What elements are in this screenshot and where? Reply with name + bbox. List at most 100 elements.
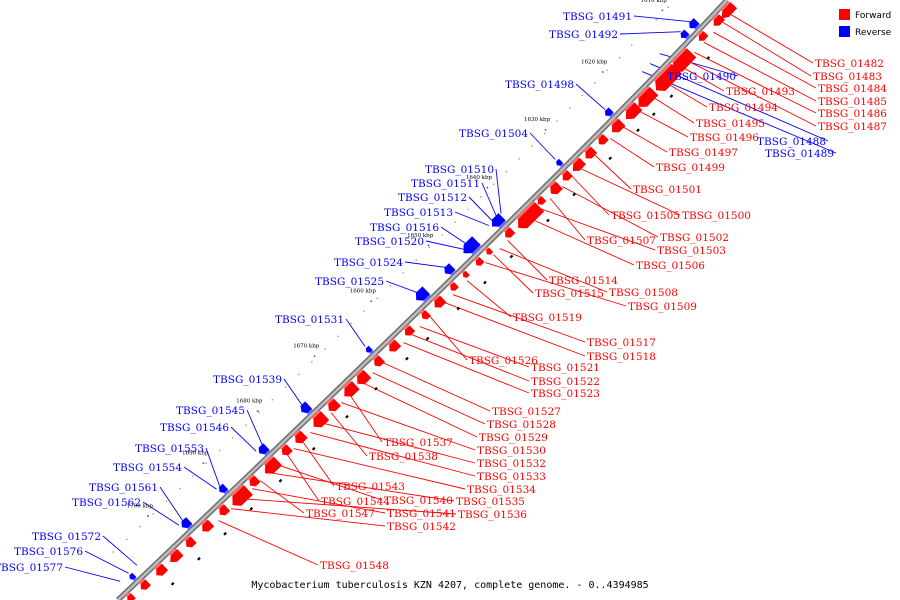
forward-gene-0 — [719, 2, 738, 19]
forward-gene-33-face — [232, 485, 253, 506]
forward-label-tbsg_01522-leader — [411, 334, 530, 382]
forward-gene-39-face — [140, 579, 151, 590]
reverse-label-tbsg_01553: TBSG_01553 — [135, 443, 204, 455]
forward-gene-36-top — [182, 536, 191, 541]
forward-label-tbsg_01493-leader — [680, 65, 725, 92]
forward-label-tbsg_01532-leader — [320, 422, 476, 464]
scale-dot-4 — [643, 31, 645, 34]
forward-label-tbsg_01482: TBSG_01482 — [815, 58, 884, 70]
forward-gene-25-face — [357, 370, 372, 385]
forward-gene-19 — [447, 281, 459, 291]
forward-label-tbsg_01547: TBSG_01547 — [306, 508, 375, 520]
label-leader-lines — [64, 13, 837, 582]
scale-tick-label-3: 1640 kbp — [466, 175, 493, 181]
reverse-label-tbsg_01576: TBSG_01576 — [14, 546, 83, 558]
reverse-label-tbsg_01491: TBSG_01491 — [563, 11, 632, 23]
forward-label-tbsg_01507: TBSG_01507 — [587, 235, 656, 247]
forward-gene-11-top — [559, 170, 568, 175]
reverse-gene-10-face — [258, 443, 270, 455]
reverse-gene-2-top — [609, 112, 614, 120]
scale-dot-5 — [631, 44, 633, 46]
scale-tick-4 — [427, 244, 430, 247]
scale-tick-label-5: 1660 kbp — [350, 289, 377, 295]
reverse-gene-1-top — [685, 34, 690, 42]
reverse-label-tbsg_01488-leader — [649, 63, 829, 142]
reverse-label-tbsg_01572: TBSG_01572 — [32, 531, 101, 543]
reverse-label-tbsg_01504-leader — [529, 132, 556, 160]
reverse-label-tbsg_01489: TBSG_01489 — [765, 148, 834, 160]
scale-dot-41 — [165, 500, 168, 503]
scale-tick-7 — [256, 410, 259, 413]
scale-dot-36 — [231, 436, 234, 439]
scale-dot-6 — [618, 56, 621, 59]
scale-tick-label-2: 1630 kbp — [524, 117, 551, 123]
reverse-label-tbsg_01513: TBSG_01513 — [384, 207, 453, 219]
forward-label-tbsg_01499: TBSG_01499 — [656, 162, 725, 174]
forward-label-tbsg_01541-leader — [251, 488, 386, 514]
forward-gene-24 — [371, 355, 385, 367]
feature-dash-9 — [456, 306, 461, 311]
reverse-label-tbsg_01491-leader — [633, 15, 691, 23]
forward-gene-3 — [670, 48, 697, 72]
forward-label-tbsg_01523-leader — [403, 342, 530, 394]
forward-gene-9-top — [582, 146, 591, 153]
forward-gene-29-top — [292, 430, 301, 437]
reverse-gene-7-face — [415, 286, 431, 301]
reverse-gene-0-top — [695, 23, 700, 32]
forward-gene-15 — [502, 227, 516, 238]
forward-label-tbsg_01548-leader — [218, 520, 319, 566]
reverse-label-tbsg_01489-leader — [642, 71, 837, 154]
reverse-label-tbsg_01516-leader — [440, 226, 469, 246]
reverse-gene-3 — [556, 158, 564, 169]
scale-dot-15 — [505, 170, 508, 173]
forward-gene-22-top — [401, 325, 410, 330]
forward-label-tbsg_01533-leader — [310, 432, 476, 477]
scale-dot-37 — [218, 449, 221, 452]
scale-dot-8 — [593, 82, 596, 84]
legend-forward-swatch — [839, 9, 850, 20]
forward-gene-2-face — [698, 31, 709, 41]
forward-label-tbsg_01505: TBSG_01505 — [611, 210, 680, 222]
scale-dot-2 — [667, 6, 669, 9]
scale-dot-22 — [415, 259, 418, 262]
forward-gene-6 — [623, 102, 643, 120]
forward-label-tbsg_01530: TBSG_01530 — [477, 445, 546, 457]
forward-gene-10 — [570, 157, 586, 171]
forward-label-tbsg_01543-leader — [301, 440, 335, 487]
reverse-label-tbsg_01554: TBSG_01554 — [113, 462, 182, 474]
forward-gene-31 — [262, 456, 283, 474]
reverse-label-tbsg_01561: TBSG_01561 — [89, 482, 158, 494]
reverse-label-tbsg_01492-leader — [619, 31, 681, 35]
scale-dot-13 — [531, 145, 533, 147]
forward-gene-13-top — [534, 195, 542, 200]
forward-gene-16 — [483, 247, 494, 255]
forward-label-tbsg_01538: TBSG_01538 — [369, 451, 438, 463]
forward-gene-18-top — [459, 270, 466, 274]
forward-gene-39 — [137, 579, 151, 590]
reverse-gene-13-top — [133, 577, 137, 583]
forward-gene-25 — [354, 369, 372, 385]
reverse-label-tbsg_01546: TBSG_01546 — [160, 422, 229, 434]
scale-dot-29 — [324, 348, 326, 350]
scale-dot-3 — [655, 19, 657, 21]
forward-gene-17 — [472, 256, 485, 266]
scale-tick-5 — [370, 300, 373, 303]
forward-label-tbsg_01521-leader — [419, 326, 530, 368]
scale-tick-3 — [486, 186, 489, 189]
forward-gene-33 — [229, 484, 253, 506]
forward-label-tbsg_01514: TBSG_01514 — [549, 275, 618, 287]
reverse-label-tbsg_01525-leader — [385, 280, 420, 294]
feature-dash-0 — [706, 56, 711, 60]
reverse-label-tbsg_01545-leader — [246, 409, 263, 446]
scale-dot-34 — [258, 411, 261, 414]
scale-dot-21 — [428, 246, 431, 249]
forward-gene-29 — [292, 430, 308, 444]
forward-label-tbsg_01500: TBSG_01500 — [682, 210, 751, 222]
reverse-label-tbsg_01510: TBSG_01510 — [425, 164, 494, 176]
scale-dot-30 — [311, 360, 313, 363]
forward-label-tbsg_01538-leader — [330, 412, 368, 457]
reverse-gene-10 — [258, 443, 270, 458]
reverse-gene-9 — [300, 401, 313, 417]
forward-gene-37-top — [167, 548, 178, 556]
